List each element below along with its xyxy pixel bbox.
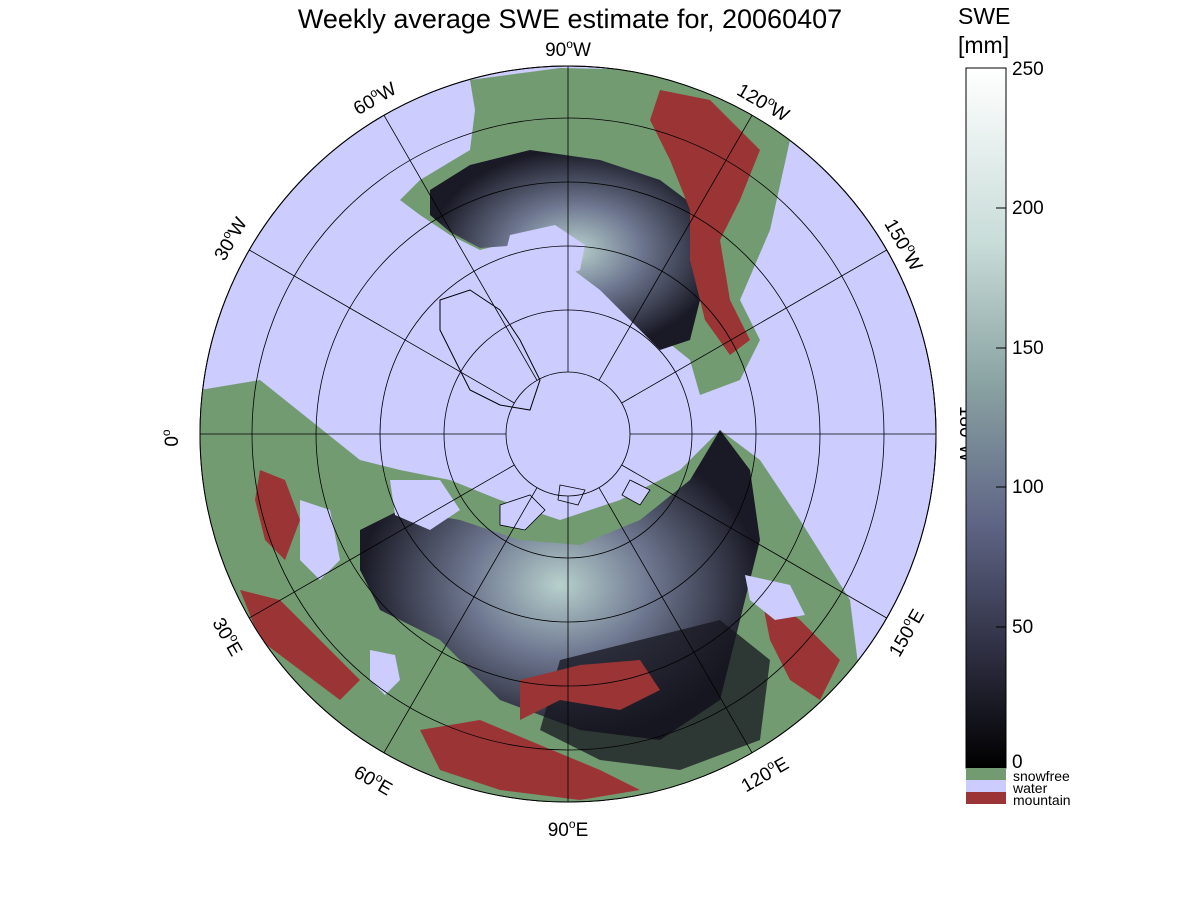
category-snowfree: snowfree [1013, 768, 1070, 784]
category-mountain: mountain [1013, 792, 1071, 808]
meridian-line [598, 487, 753, 753]
colorbar-tick-0: 0 [1012, 752, 1023, 773]
caspian-sea [370, 650, 400, 695]
central-asia-mountain [520, 660, 660, 720]
mountain-swatch [966, 792, 1006, 804]
baltic-sea [300, 500, 340, 580]
colorbar-gradient [965, 67, 1007, 769]
colorbar-tick-100: 100 [1012, 477, 1044, 498]
colorbar-tick-50: 50 [1012, 617, 1034, 638]
greenland [439, 289, 541, 411]
colorbar-ticks [996, 207, 1006, 628]
meridian-line [598, 115, 753, 381]
lon-label-120e: 120oE [736, 751, 792, 797]
meridian-line [621, 464, 887, 619]
meridian-line [621, 249, 887, 404]
land-layer [200, 68, 860, 802]
map-outline [199, 65, 937, 803]
white-sea [390, 480, 460, 530]
himalaya-mountain [420, 720, 640, 800]
eurasia-dark-snow [540, 620, 770, 770]
meridian-line [383, 487, 538, 753]
lon-label-60e: 60oE [350, 759, 397, 800]
meridian-line [383, 115, 538, 381]
colorbar-tick-250: 250 [1012, 59, 1044, 80]
colorbar-tick-200: 200 [1012, 198, 1044, 219]
okhotsk-sea [745, 575, 805, 620]
meridian-line [249, 464, 515, 619]
water-swatch [966, 780, 1006, 792]
map-title: Weekly average SWE estimate for, 2006040… [297, 4, 843, 34]
europe-mountain [240, 590, 360, 700]
lon-label-90e: 90oE [548, 817, 589, 841]
colorbar-tick-150: 150 [1012, 338, 1044, 359]
lon-label-90w: 90oW [545, 37, 591, 61]
meridian-line [249, 249, 515, 404]
lon-label-0: 0o [159, 429, 183, 447]
meridians [200, 66, 936, 802]
colorbar-title-line1: SWE [958, 3, 1011, 29]
snowfree-swatch [966, 768, 1006, 780]
lon-label-30e: 30oE [208, 613, 249, 660]
colorbar-title-line2: [mm] [958, 32, 1010, 58]
category-water: water [1013, 780, 1048, 796]
colorbar-title: SWE [mm] [958, 2, 1010, 60]
hudson-bay [505, 225, 585, 280]
scandinavia-mountain [255, 470, 300, 560]
